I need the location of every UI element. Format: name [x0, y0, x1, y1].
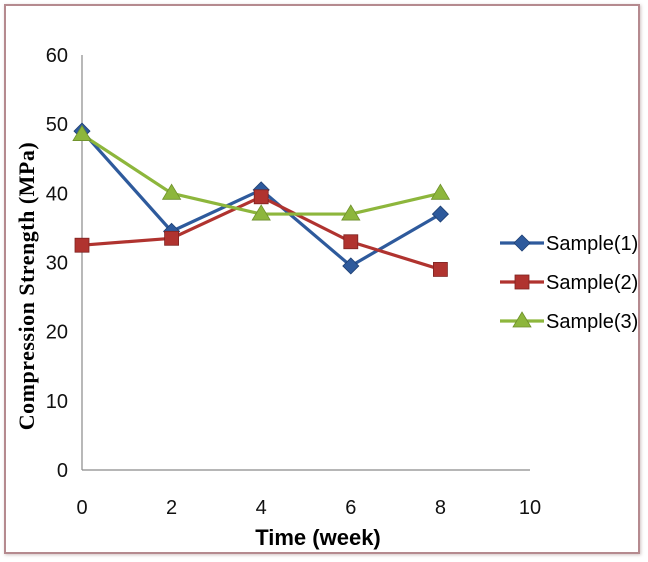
data-point: [74, 237, 90, 253]
data-point: [430, 183, 451, 200]
series-2: [74, 189, 448, 277]
data-point: [161, 183, 182, 200]
y-tick-label: 60: [46, 45, 68, 67]
y-tick-label: 10: [46, 391, 68, 413]
axes: [81, 55, 530, 471]
data-point: [342, 257, 360, 275]
legend: Sample(1) Sample(2) Sample(3): [500, 233, 638, 333]
x-tick-label: 10: [519, 497, 541, 519]
x-tick-label: 0: [76, 497, 87, 519]
chart-frame: [4, 4, 640, 554]
legend-item: Sample(2): [500, 272, 638, 294]
x-axis-label: Time (week): [255, 525, 381, 550]
data-point: [253, 189, 269, 205]
y-tick-label: 40: [46, 183, 68, 205]
legend-label: Sample(2): [546, 272, 638, 294]
series-group: [72, 122, 451, 277]
y-axis-label: Compression Strength (MPa): [14, 142, 39, 430]
legend-marker: [513, 234, 531, 252]
legend-marker: [514, 274, 530, 290]
x-tick-label: 8: [435, 497, 446, 519]
x-tick-label: 6: [345, 497, 356, 519]
y-tick-label: 30: [46, 253, 68, 275]
data-point: [72, 124, 92, 141]
legend-marker: [512, 311, 532, 328]
x-tick-label: 2: [166, 497, 177, 519]
x-tick-label: 4: [256, 497, 267, 519]
legend-label: Sample(1): [546, 233, 638, 255]
data-point: [251, 204, 271, 221]
y-tick-label: 0: [57, 460, 68, 482]
x-tick-labels: 0 2 4 6 8 10: [76, 497, 541, 519]
series-3: [72, 124, 451, 221]
data-point: [164, 230, 180, 246]
data-point: [432, 262, 448, 277]
y-tick-labels: 0 10 20 30 40 50 60: [46, 45, 68, 482]
legend-label: Sample(3): [546, 311, 638, 333]
y-tick-label: 50: [46, 114, 68, 136]
data-point: [431, 205, 449, 223]
y-tick-label: 20: [46, 322, 68, 344]
legend-item: Sample(3): [500, 311, 638, 333]
data-point: [343, 234, 359, 250]
data-point: [341, 204, 361, 221]
legend-item: Sample(1): [500, 233, 638, 255]
